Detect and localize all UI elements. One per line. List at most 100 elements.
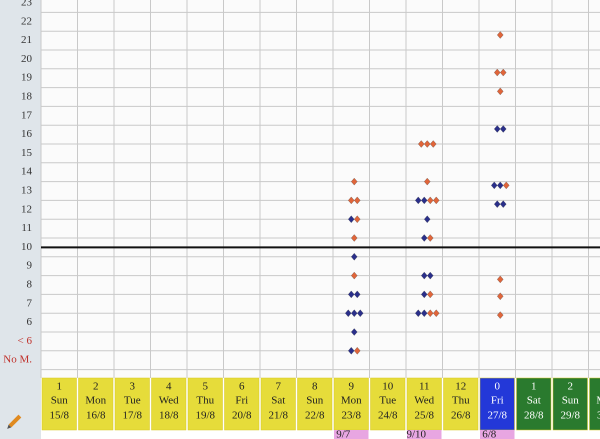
note-label: 6/8 [482,429,497,439]
reading-marker [503,181,510,190]
reading-marker [427,309,434,317]
weekday: Thu [196,395,214,407]
row-label: 11 [21,222,32,234]
day-header[interactable] [78,377,114,431]
weekday: Fri [235,395,248,407]
row-label: 18 [21,91,33,103]
weekday: Sun [51,395,69,407]
reading-marker [357,309,364,317]
day-number: 5 [203,381,209,393]
day-header[interactable] [552,377,588,431]
date: 15/8 [49,410,69,422]
day-number: 11 [419,381,430,393]
weekday: Tue [379,395,396,407]
row-label: 22 [21,15,32,27]
row-label: 21 [21,34,32,46]
date: 16/8 [86,410,106,422]
day-header[interactable] [260,377,296,431]
reading-marker [421,290,428,299]
row-label: 6 [27,316,33,328]
day-header[interactable] [224,377,260,431]
date: 24/8 [378,410,398,422]
reading-marker [351,271,358,280]
note-label: 9/10 [406,429,426,439]
weekday: Fri [491,395,504,407]
reading-marker [354,215,361,223]
reading-marker [427,234,434,242]
day-number: 2 [568,381,574,393]
reading-marker [491,181,498,190]
weekday: Wed [414,395,434,407]
day-header[interactable] [151,377,187,431]
reading-marker [421,309,428,317]
date: 25/8 [414,410,434,422]
weekday: Tue [124,395,141,407]
reading-marker [500,125,507,133]
note-tag [480,430,515,439]
weekday: Sat [271,395,285,407]
day-number: 3 [130,381,136,393]
date: 23/8 [341,410,361,422]
reading-marker [345,309,352,317]
day-header[interactable] [370,377,406,431]
day-header[interactable] [114,377,150,431]
day-header[interactable] [479,377,515,431]
reading-marker [421,271,428,280]
reading-marker [494,68,501,77]
day-header[interactable] [406,377,442,431]
reading-marker [433,309,440,317]
reading-marker [351,234,358,242]
reading-marker [351,253,358,261]
date: 19/8 [195,410,215,422]
reading-marker [497,31,504,39]
day-number: 1 [57,381,63,393]
reading-marker [494,200,501,208]
reading-marker [421,234,428,242]
weekday: Sun [306,395,324,407]
reading-marker [348,290,355,299]
date: 22/8 [305,410,325,422]
day-number: 8 [312,381,318,393]
reading-marker [354,196,361,205]
day-header[interactable] [187,377,223,431]
weekday: Thu [452,395,470,407]
row-label: 19 [21,72,33,84]
row-label: 14 [21,166,33,178]
reading-marker [497,292,504,301]
note-tag [407,430,442,439]
date: 17/8 [122,410,142,422]
row-label: 10 [21,241,33,253]
reading-marker [351,328,358,336]
weekday: Wed [159,395,179,407]
day-header[interactable] [443,377,479,431]
reading-marker [424,215,431,223]
day-header[interactable] [41,377,77,431]
edit-icon[interactable] [6,414,22,431]
row-label: 9 [27,260,33,272]
reading-marker [415,309,422,317]
date: 26/8 [451,410,471,422]
day-number: 7 [276,381,282,393]
day-number: 9 [349,381,355,393]
reading-marker [348,196,355,205]
day-number: 10 [382,381,394,393]
row-label: 12 [21,203,32,215]
reading-marker [354,290,361,299]
row-label: 7 [27,297,33,309]
note-label: 9/7 [336,429,351,439]
reading-marker [351,177,358,186]
reading-marker [351,309,358,317]
day-number: 6 [239,381,245,393]
row-label: 20 [21,53,33,65]
reading-marker [427,196,434,205]
date: 18/8 [159,410,179,422]
day-header[interactable] [297,377,333,431]
reading-marker [354,347,361,355]
day-header[interactable] [589,377,600,431]
day-header[interactable] [516,377,552,431]
weekday: Mon [596,395,600,407]
day-number: 12 [455,381,466,393]
row-label: 13 [21,185,33,197]
reading-marker [497,275,504,284]
